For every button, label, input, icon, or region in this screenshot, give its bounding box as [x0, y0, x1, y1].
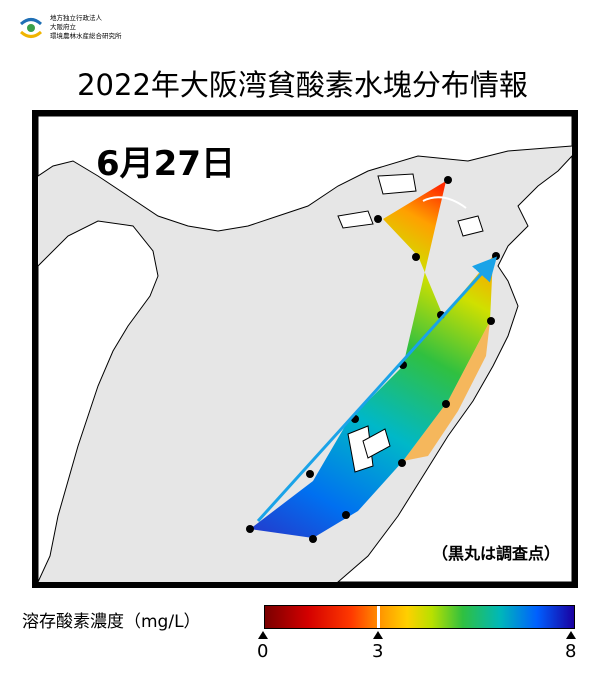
survey-route-arrow	[256, 256, 498, 523]
station	[492, 252, 500, 260]
org-line-3: 環境農林水産総合研究所	[50, 32, 122, 40]
page-title: 2022年大阪湾貧酸素水塊分布情報	[77, 68, 528, 102]
map-canvas	[38, 116, 572, 582]
org-line-2: 大阪府立	[50, 23, 76, 31]
tick-label-0: 0	[257, 641, 269, 662]
station	[398, 459, 406, 467]
tick-marker-8	[566, 631, 576, 639]
artificial-island-b	[362, 428, 391, 459]
station	[374, 215, 382, 223]
station	[442, 400, 450, 408]
oxygen-3mgl-contour	[422, 196, 467, 209]
north-coast	[38, 116, 572, 232]
tick-label-8: 8	[565, 641, 577, 662]
map-frame: 6月27日 （黒丸は調査点）	[32, 110, 578, 588]
color-scale-bar	[264, 605, 575, 629]
org-line-1: 地方独立行政法人	[50, 14, 102, 22]
port-island	[337, 210, 374, 229]
artificial-island-a	[347, 425, 374, 473]
survey-date: 6月27日	[96, 144, 235, 184]
tick-marker-3	[373, 631, 383, 639]
station	[487, 317, 495, 325]
station	[444, 176, 452, 184]
station-note: （黒丸は調査点）	[431, 544, 560, 563]
bay-island	[457, 215, 484, 237]
tick-marker-0	[258, 631, 268, 639]
legend-title: 溶存酸素濃度（mg/L）	[22, 612, 201, 632]
station	[309, 535, 317, 543]
east-coast	[337, 155, 572, 582]
org-logo: 地方独立行政法人 大阪府立 環境農林水産総合研究所	[18, 10, 198, 46]
legend-threshold-marker	[377, 606, 380, 628]
rokko-island	[377, 173, 417, 195]
survey-stations	[246, 176, 500, 543]
station	[412, 253, 420, 261]
osaka-bay-map: 6月27日 （黒丸は調査点）	[38, 116, 572, 582]
org-logo-icon	[19, 18, 43, 38]
awaji-island	[38, 220, 159, 582]
tick-label-3: 3	[372, 641, 384, 662]
station	[246, 525, 254, 533]
station	[342, 511, 350, 519]
org-name: 地方独立行政法人 大阪府立 環境農林水産総合研究所	[50, 14, 122, 41]
station	[306, 470, 314, 478]
